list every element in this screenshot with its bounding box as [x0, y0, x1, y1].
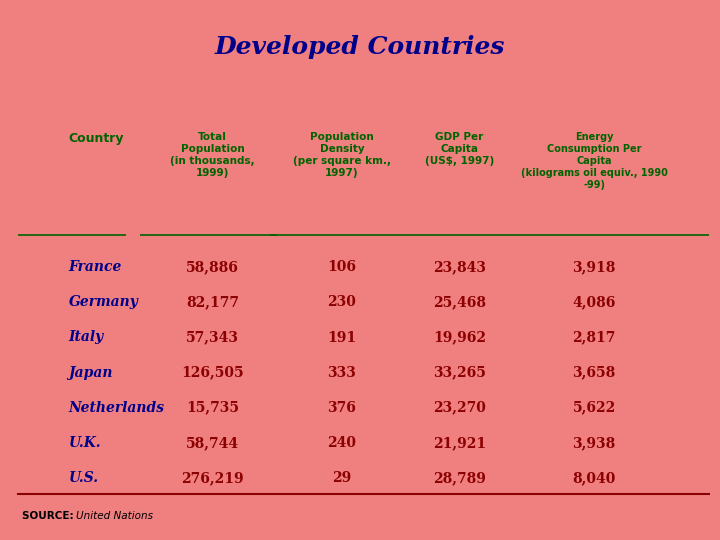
Text: United Nations: United Nations [76, 511, 153, 521]
Text: Energy
Consumption Per
Capita
(kilograms oil equiv., 1990
-99): Energy Consumption Per Capita (kilograms… [521, 132, 667, 190]
Text: France: France [68, 260, 122, 274]
Text: 3,918: 3,918 [572, 260, 616, 274]
Text: 57,343: 57,343 [186, 330, 239, 345]
Text: 8,040: 8,040 [572, 471, 616, 485]
Text: 230: 230 [328, 295, 356, 309]
Text: 4,086: 4,086 [572, 295, 616, 309]
Text: 376: 376 [328, 401, 356, 415]
Text: Germany: Germany [68, 295, 138, 309]
Text: GDP Per
Capita
(US$, 1997): GDP Per Capita (US$, 1997) [425, 132, 494, 166]
Text: 3,938: 3,938 [572, 436, 616, 450]
Text: 126,505: 126,505 [181, 366, 243, 380]
Text: Netherlands: Netherlands [68, 401, 164, 415]
Text: U.K.: U.K. [68, 436, 101, 450]
Text: 15,735: 15,735 [186, 401, 239, 415]
Text: Italy: Italy [68, 330, 104, 345]
Text: 21,921: 21,921 [433, 436, 486, 450]
Text: 82,177: 82,177 [186, 295, 239, 309]
Text: U.S.: U.S. [68, 471, 99, 485]
Text: 276,219: 276,219 [181, 471, 243, 485]
Text: Japan: Japan [68, 366, 113, 380]
Text: 33,265: 33,265 [433, 366, 486, 380]
Text: 58,886: 58,886 [186, 260, 239, 274]
Text: 29: 29 [333, 471, 351, 485]
Text: 106: 106 [328, 260, 356, 274]
Text: Country: Country [68, 132, 124, 145]
Text: 191: 191 [328, 330, 356, 345]
Text: SOURCE:: SOURCE: [22, 511, 81, 521]
Text: 28,789: 28,789 [433, 471, 486, 485]
Text: Total
Population
(in thousands,
1999): Total Population (in thousands, 1999) [170, 132, 255, 178]
Text: 25,468: 25,468 [433, 295, 486, 309]
Text: 19,962: 19,962 [433, 330, 486, 345]
Text: 333: 333 [328, 366, 356, 380]
Text: 58,744: 58,744 [186, 436, 239, 450]
Text: 2,817: 2,817 [572, 330, 616, 345]
Text: Population
Density
(per square km.,
1997): Population Density (per square km., 1997… [293, 132, 391, 178]
Text: 23,270: 23,270 [433, 401, 486, 415]
Text: 5,622: 5,622 [572, 401, 616, 415]
Text: 3,658: 3,658 [572, 366, 616, 380]
Text: 23,843: 23,843 [433, 260, 486, 274]
Text: 240: 240 [328, 436, 356, 450]
Text: Developed Countries: Developed Countries [215, 35, 505, 59]
